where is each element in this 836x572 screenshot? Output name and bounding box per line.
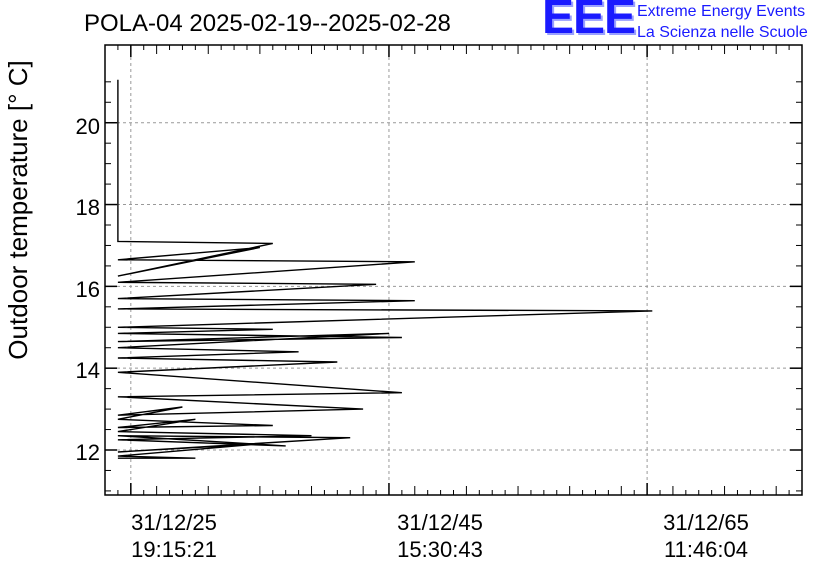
axis-ticks: [104, 45, 803, 495]
y-tick-label-18: 18: [76, 195, 100, 220]
series-line-0: [117, 79, 653, 459]
series-group: [117, 79, 653, 459]
y-tick-label-16: 16: [76, 277, 100, 302]
y-tick-label-14: 14: [76, 358, 100, 383]
x-tick-time-2: 15:30:43: [397, 537, 483, 562]
grid-lines: [105, 45, 802, 495]
logo-caption-line-1: Extreme Energy Events: [637, 3, 806, 20]
y-tick-label-20: 20: [76, 114, 100, 139]
x-tick-date-2: 31/12/45: [397, 510, 483, 535]
logo-caption-line-2: La Scienza nelle Scuole: [637, 24, 808, 41]
x-tick-time-1: 19:15:21: [131, 537, 217, 562]
chart-title: POLA-04 2025-02-19--2025-02-28: [84, 10, 451, 37]
y-tick-label-12: 12: [76, 440, 100, 465]
x-tick-time-3: 11:46:04: [664, 537, 748, 562]
x-tick-date-1: 31/12/25: [131, 510, 217, 535]
plot-frame: [104, 44, 803, 496]
x-tick-date-3: 31/12/65: [663, 510, 749, 535]
y-axis-label: Outdoor temperature [° C]: [3, 60, 33, 359]
eee-logo: EEE: [542, 0, 636, 44]
